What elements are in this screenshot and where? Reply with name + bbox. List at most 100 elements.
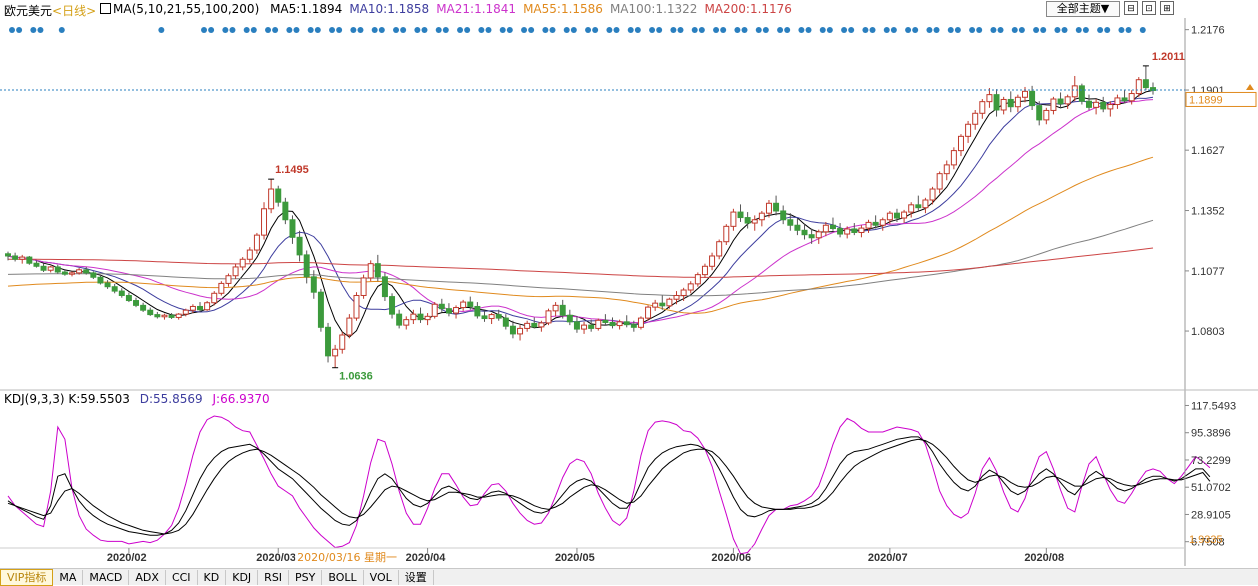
event-marker[interactable] [1125,27,1132,33]
toolbar-item[interactable]: RSI [258,570,290,585]
candle-down[interactable] [438,303,445,310]
theme-dropdown-button[interactable]: 全部主题▼ [1046,1,1120,17]
toolbar-item[interactable]: MA [53,570,84,585]
event-marker[interactable] [201,27,208,33]
candle-up[interactable] [76,269,83,274]
candle-up[interactable] [616,321,623,327]
event-marker[interactable] [222,27,229,33]
candle-up[interactable] [69,272,75,275]
candle-down[interactable] [623,321,630,326]
event-marker[interactable] [528,27,535,33]
candle-down[interactable] [801,229,808,236]
candle-down[interactable] [133,300,140,306]
event-marker[interactable] [265,27,272,33]
event-marker[interactable] [30,27,37,33]
candle-up[interactable] [253,234,260,251]
candle-down[interactable] [502,317,509,327]
candle-up[interactable] [182,309,189,315]
candle-down[interactable] [310,276,317,293]
event-marker[interactable] [336,27,343,33]
candle-up[interactable] [865,221,872,229]
candle-down[interactable] [794,224,801,231]
candle-down[interactable] [495,314,502,319]
event-marker[interactable] [499,27,506,33]
candle-up[interactable] [673,294,680,300]
candle-up[interactable] [965,123,972,137]
candle-up[interactable] [1107,104,1114,110]
event-marker[interactable] [16,27,23,33]
candle-down[interactable] [154,314,161,318]
candle-up[interactable] [936,173,943,190]
candle-down[interactable] [33,262,40,267]
event-marker[interactable] [400,27,407,33]
candle-down[interactable] [296,236,303,256]
candle-up[interactable] [694,274,701,285]
candle-up[interactable] [545,310,552,324]
candle-down[interactable] [588,324,595,329]
event-marker[interactable] [933,27,940,33]
candle-up[interactable] [517,327,524,335]
candle-up[interactable] [858,227,865,233]
candle-down[interactable] [445,308,452,314]
candle-down[interactable] [808,234,815,239]
event-marker[interactable] [585,27,592,33]
candle-down[interactable] [1121,97,1128,102]
candle-up[interactable] [204,302,211,311]
event-marker[interactable] [784,27,791,33]
candle-down[interactable] [381,276,388,298]
event-marker[interactable] [954,27,961,33]
minimize-icon[interactable]: ⊟ [1124,1,1138,15]
candle-down[interactable] [374,263,381,278]
event-marker[interactable] [848,27,855,33]
event-marker[interactable] [1033,27,1040,33]
candle-up[interactable] [268,188,275,210]
toolbar-item[interactable]: KD [198,570,227,585]
event-marker[interactable] [741,27,748,33]
event-marker[interactable] [158,27,165,33]
candle-down[interactable] [147,309,154,316]
candle-up[interactable] [1071,85,1078,98]
event-marker[interactable] [9,27,15,33]
candle-up[interactable] [972,112,979,125]
event-marker[interactable] [798,27,805,33]
event-marker[interactable] [563,27,570,33]
candle-up[interactable] [410,313,417,321]
candle-up[interactable] [652,302,659,308]
event-marker[interactable] [329,27,336,33]
candle-up[interactable] [950,150,957,166]
event-marker[interactable] [947,27,954,33]
candle-down[interactable] [531,322,538,328]
event-marker[interactable] [1040,27,1047,33]
candle-up[interactable] [908,204,915,213]
restore-icon[interactable]: ⊡ [1142,1,1156,15]
toolbar-item[interactable]: BOLL [322,570,364,585]
event-marker[interactable] [805,27,812,33]
candle-down[interactable] [602,319,609,323]
event-marker[interactable] [442,27,449,33]
candle-up[interactable] [637,317,644,328]
candle-up[interactable] [687,283,694,291]
event-marker[interactable] [485,27,492,33]
candle-down[interactable] [1007,98,1014,108]
candle-down[interactable] [630,324,637,328]
candle-up[interactable] [886,212,893,221]
toolbar-item[interactable]: ADX [129,570,166,585]
candle-up[interactable] [922,199,929,209]
event-marker[interactable] [293,27,300,33]
candle-up[interactable] [581,324,588,330]
candle-down[interactable] [1142,79,1149,89]
toolbar-item[interactable]: 设置 [399,570,434,585]
candle-down[interactable] [851,228,858,233]
event-marker[interactable] [421,27,428,33]
candle-down[interactable] [389,296,396,315]
event-marker[interactable] [713,27,720,33]
event-marker[interactable] [542,27,549,33]
candle-down[interactable] [744,217,751,224]
candle-down[interactable] [915,204,922,209]
candle-down[interactable] [111,286,118,292]
candle-down[interactable] [90,272,97,278]
candle-up[interactable] [524,322,531,329]
candle-up[interactable] [901,211,908,219]
event-marker[interactable] [478,27,485,33]
event-marker[interactable] [976,27,983,33]
